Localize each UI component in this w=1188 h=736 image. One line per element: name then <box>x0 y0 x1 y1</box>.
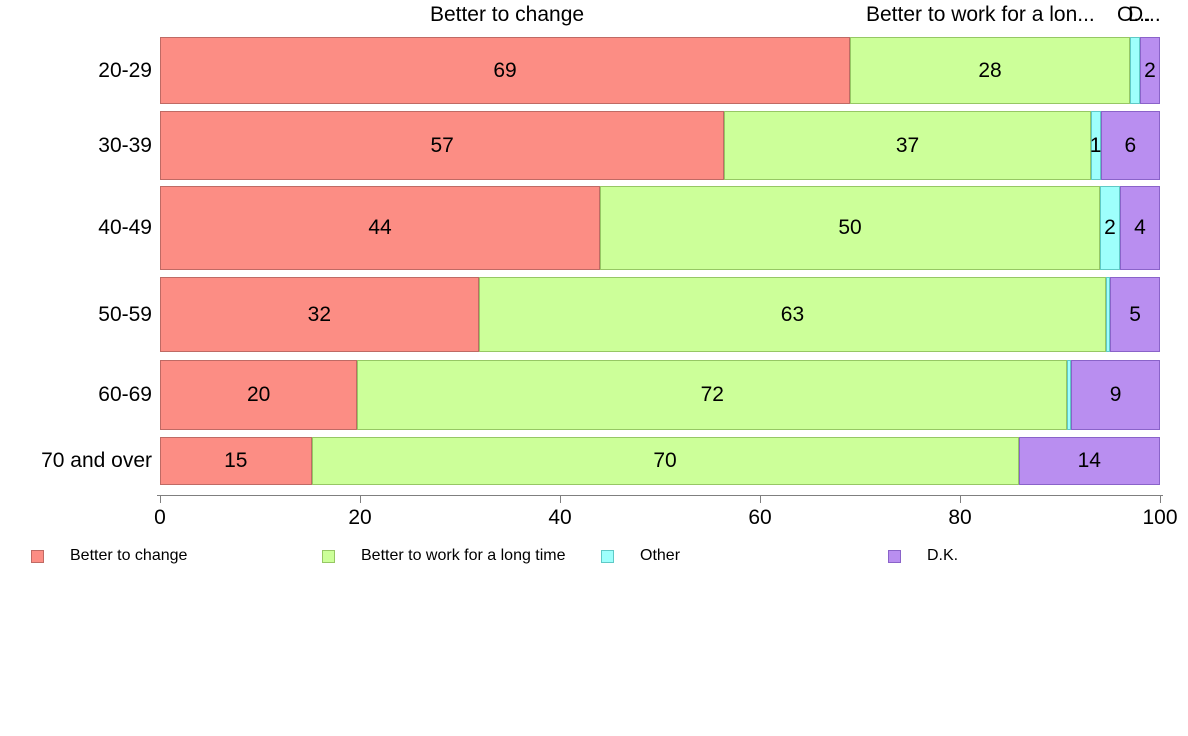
bar-value-label: 37 <box>895 133 920 157</box>
bar-segment: 2 <box>1100 186 1120 270</box>
bar-value-label: 70 <box>653 449 677 472</box>
bar-row: 70 and over 15 70 14 <box>41 437 1160 485</box>
legend-item: Better to change <box>31 547 187 565</box>
bar-row: 20-29 69 28 2 <box>98 37 1160 104</box>
bar-row: 50-59 32 63 5 <box>98 277 1160 352</box>
category-label: 60-69 <box>98 383 152 406</box>
bar-segment: 14 <box>1018 437 1160 485</box>
bar-segment: 72 <box>357 360 1068 430</box>
bar-value-label: 5 <box>1129 302 1141 326</box>
x-axis-tick-label: 80 <box>948 506 972 529</box>
bar-row: 30-39 57 37 1 6 <box>98 111 1160 180</box>
bar-segment: 37 <box>724 111 1091 180</box>
bar-row: 60-69 20 72 9 <box>98 360 1160 430</box>
bar-value-label: 57 <box>430 133 454 157</box>
column-header-better-to-change: Better to change <box>429 3 585 26</box>
bar-value-label: 44 <box>368 216 392 239</box>
bar-value-label: 15 <box>224 449 248 472</box>
category-label: 40-49 <box>98 216 152 239</box>
bar-value-label: 72 <box>700 383 724 406</box>
legend-swatch-icon <box>888 549 901 563</box>
legend-item: Other <box>601 547 680 565</box>
bar-value-label: 1 <box>1089 133 1102 157</box>
bar-segment <box>1067 360 1072 430</box>
x-axis-tick-label: 100 <box>1142 506 1178 529</box>
bar-value-label: 63 <box>780 302 805 326</box>
bar-segment: 50 <box>600 186 1100 270</box>
bar-segment: 1 <box>1089 111 1102 180</box>
legend-item: Better to work for a long time <box>322 547 566 565</box>
x-axis-tick <box>760 496 761 503</box>
legend-label: D.K. <box>927 547 959 564</box>
column-header-other-truncated: O... <box>1117 3 1151 26</box>
bar-segment: 5 <box>1110 277 1160 352</box>
bar-segment: 70 <box>311 437 1019 485</box>
bar-value-label: 14 <box>1077 449 1101 472</box>
bar-value-label: 2 <box>1104 216 1116 239</box>
bar-segment <box>1130 37 1140 104</box>
plot-area: 20-29 69 28 2 30-39 57 37 1 6 40-49 44 50 2 4 50-59 32 6… <box>41 0 1160 495</box>
x-axis-tick <box>160 496 161 503</box>
bar-segment: 2 <box>1140 37 1160 104</box>
category-label: 70 and over <box>41 449 152 472</box>
x-axis-tick <box>1160 496 1161 503</box>
bar-segment: 69 <box>160 37 850 104</box>
legend-swatch-icon <box>322 549 335 563</box>
bar-value-label: 20 <box>246 383 271 406</box>
bar-segment: 32 <box>160 277 479 352</box>
x-axis-tick <box>560 496 561 503</box>
x-axis-tick <box>960 496 961 503</box>
bar-value-label: 4 <box>1134 216 1146 239</box>
bar-value-label: 69 <box>493 58 517 82</box>
column-header-dk-truncated: D... <box>1128 3 1161 26</box>
legend-item: D.K. <box>888 547 958 565</box>
bar-segment: 28 <box>850 37 1130 104</box>
bar-segment: 57 <box>160 111 725 180</box>
legend-label: Better to change <box>70 547 188 564</box>
legend-label: Better to work for a long time <box>361 547 566 564</box>
bar-segment: 63 <box>478 277 1107 352</box>
legend-swatch-icon <box>31 549 44 563</box>
bar-row: 40-49 44 50 2 4 <box>98 186 1160 270</box>
legend-label: Other <box>640 547 681 564</box>
x-axis-line <box>157 495 1163 496</box>
x-axis-tick-label: 0 <box>154 506 166 529</box>
x-axis-tick-label: 40 <box>548 506 572 529</box>
x-axis-tick <box>360 496 361 503</box>
x-axis-tick-label: 20 <box>348 506 372 529</box>
category-label: 20-29 <box>98 58 152 82</box>
bar-segment: 6 <box>1100 111 1160 180</box>
category-label: 50-59 <box>98 302 152 326</box>
bar-segment: 20 <box>160 360 358 430</box>
bar-value-label: 32 <box>307 302 332 326</box>
bar-segment <box>1106 277 1111 352</box>
bar-value-label: 6 <box>1124 133 1137 157</box>
bar-value-label: 9 <box>1109 383 1122 406</box>
bar-value-label: 2 <box>1144 58 1156 82</box>
column-header-better-to-work-truncated: Better to work for a lon... <box>866 3 1095 26</box>
legend-swatch-icon <box>601 549 614 563</box>
bar-value-label: 28 <box>978 58 1002 82</box>
bar-segment: 44 <box>160 186 600 270</box>
bar-segment: 4 <box>1120 186 1160 270</box>
bar-value-label: 50 <box>838 216 862 239</box>
bar-segment: 9 <box>1071 360 1160 430</box>
x-axis-tick-label: 60 <box>748 506 772 529</box>
bar-segment: 15 <box>160 437 312 485</box>
category-label: 30-39 <box>98 133 152 157</box>
